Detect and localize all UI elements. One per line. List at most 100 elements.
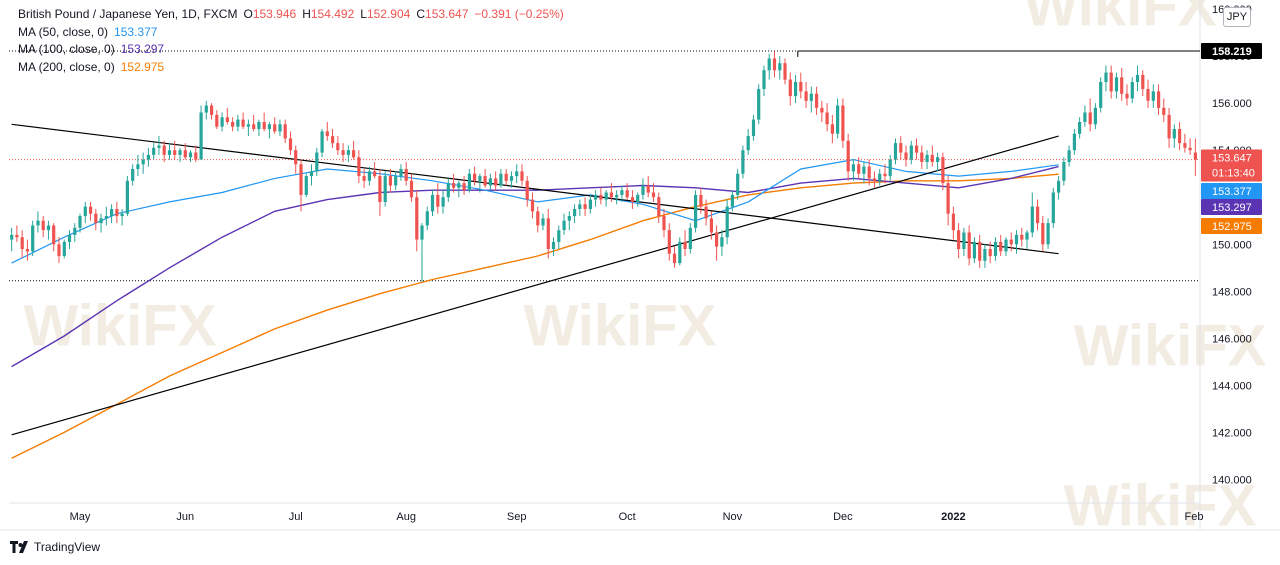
x-tick-label: Oct <box>619 511 636 523</box>
candle-body <box>662 216 666 231</box>
candle-body <box>341 150 345 155</box>
candle-body <box>41 220 45 231</box>
candle-body <box>883 173 887 177</box>
candle-body <box>457 183 461 188</box>
candle-body <box>1167 114 1171 139</box>
candle-body <box>188 152 193 158</box>
low-label: L <box>360 7 367 21</box>
watermark-text: WikiFX <box>24 293 217 358</box>
candle-body <box>815 93 819 108</box>
candle-body <box>94 213 98 224</box>
candle-body <box>452 183 456 188</box>
candle-body <box>736 173 740 195</box>
candle-body <box>794 82 798 97</box>
candle-body <box>536 211 540 226</box>
candle-body <box>583 204 587 209</box>
y-tick-label: 144.000 <box>1212 380 1252 392</box>
candle-body <box>167 150 172 155</box>
candle-body <box>509 176 514 181</box>
ma50-row[interactable]: MA (50, close, 0) 153.377 <box>18 24 564 42</box>
candle-body <box>304 176 308 195</box>
candle-body <box>309 171 314 177</box>
candle-body <box>299 164 303 195</box>
candle-body <box>530 199 535 212</box>
candle-body <box>978 241 982 261</box>
candle-body <box>599 194 603 200</box>
candle-body <box>178 150 182 155</box>
candle-body <box>715 232 719 247</box>
candle-body <box>446 183 450 198</box>
candle-body <box>604 192 608 200</box>
candle-body <box>1172 129 1176 139</box>
tradingview-logo[interactable]: TradingView <box>10 540 100 554</box>
high-label: H <box>302 7 311 21</box>
tradingview-icon <box>10 541 28 553</box>
candle-body <box>962 232 966 249</box>
change-value: −0.391 (−0.25%) <box>474 7 564 21</box>
ma100-row[interactable]: MA (100, close, 0) 153.297 <box>18 41 564 59</box>
candle-body <box>1162 107 1166 115</box>
candle-body <box>983 249 987 261</box>
candle-body <box>1193 152 1197 160</box>
candle-body <box>1036 206 1040 224</box>
candle-body <box>809 93 813 101</box>
candle-body <box>546 218 550 249</box>
ma200-row[interactable]: MA (200, close, 0) 152.975 <box>18 59 564 77</box>
candle-body <box>515 171 519 177</box>
candle-body <box>325 131 329 137</box>
candle-body <box>362 176 366 181</box>
candle-body <box>899 143 903 153</box>
candle-body <box>36 220 40 226</box>
x-tick-label: 2022 <box>941 511 965 523</box>
candle-body <box>893 143 898 160</box>
watermark-text: WikiFX <box>524 293 717 358</box>
candle-body <box>641 185 645 195</box>
candle-body <box>615 194 619 198</box>
candle-body <box>1109 72 1113 92</box>
x-tick-label: Jul <box>289 511 303 523</box>
trendline <box>11 123 1059 255</box>
candle-body <box>862 166 866 174</box>
price-label-bg <box>1201 183 1262 199</box>
candle-body <box>967 232 971 259</box>
ma100-label: MA (100, close, 0) <box>18 42 115 56</box>
candle-body <box>394 176 398 186</box>
candle-body <box>1114 77 1119 92</box>
candle-body <box>988 249 992 257</box>
watermark-text: WikiFX <box>1074 313 1267 378</box>
candle-body <box>409 180 414 198</box>
candle-body <box>783 63 787 80</box>
candle-body <box>131 169 135 181</box>
candle-body <box>830 124 834 134</box>
candle-body <box>467 173 471 191</box>
candle-body <box>657 197 661 216</box>
candle-body <box>231 122 235 127</box>
currency-badge[interactable]: JPY <box>1223 7 1251 27</box>
watermark-layer: WikiFX WikiFX WikiFX WikiFX WikiFX <box>24 0 1267 538</box>
symbol-name[interactable]: British Pound / Japanese Yen, 1D, FXCM <box>18 7 238 21</box>
price-label-text: 153.297 <box>1212 202 1252 214</box>
candle-body <box>399 169 403 177</box>
candle-body <box>630 197 635 202</box>
candle-body <box>252 124 256 129</box>
high-value: 154.492 <box>310 7 355 21</box>
candle-body <box>415 197 419 240</box>
candle-body <box>125 180 129 214</box>
ma50-value: 153.377 <box>114 24 158 39</box>
candle-body <box>378 176 382 202</box>
watermark-text: WikiFX <box>1024 0 1217 38</box>
candle-body <box>331 136 335 144</box>
candle-body <box>557 230 561 242</box>
candle-body <box>1046 223 1050 245</box>
candle-body <box>1041 223 1045 245</box>
candle-body <box>609 192 613 198</box>
candle-body <box>383 176 387 202</box>
candle-body <box>225 117 229 122</box>
candle-body <box>473 173 477 181</box>
candle-body <box>846 140 850 172</box>
candle-body <box>436 194 440 207</box>
candle-body <box>162 145 166 155</box>
candle-body <box>1030 206 1034 233</box>
candle-body <box>1051 192 1055 224</box>
